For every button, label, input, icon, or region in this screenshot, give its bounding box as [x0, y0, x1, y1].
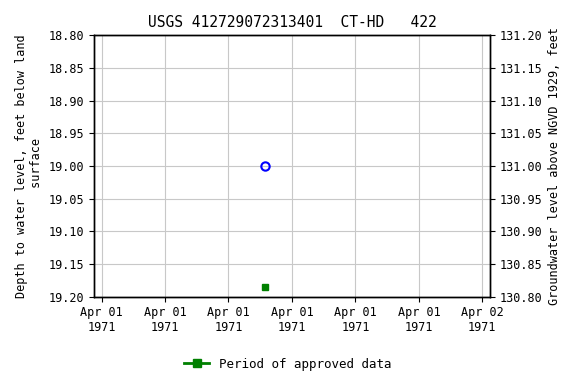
Y-axis label: Groundwater level above NGVD 1929, feet: Groundwater level above NGVD 1929, feet — [548, 27, 561, 305]
Y-axis label: Depth to water level, feet below land
 surface: Depth to water level, feet below land su… — [15, 34, 43, 298]
Legend: Period of approved data: Period of approved data — [179, 353, 397, 376]
Title: USGS 412729072313401  CT-HD   422: USGS 412729072313401 CT-HD 422 — [147, 15, 436, 30]
